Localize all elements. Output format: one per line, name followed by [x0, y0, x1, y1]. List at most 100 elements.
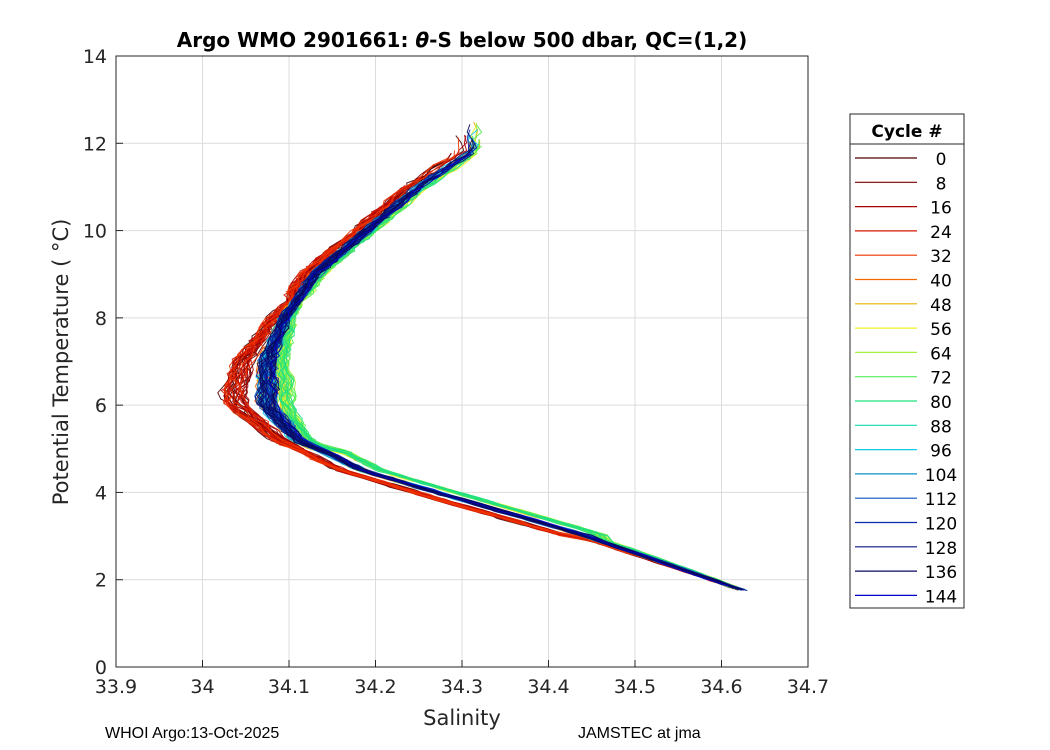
cycle-profile-line: [260, 238, 726, 586]
cycle-profile-line: [266, 146, 734, 589]
cycle-profile-line: [232, 137, 745, 591]
cycle-profile-line: [281, 203, 737, 587]
y-tick-label: 8: [95, 308, 107, 330]
cycle-profile-line: [279, 251, 726, 586]
x-tick-label: 34.1: [268, 676, 310, 698]
cycle-profile-line: [227, 183, 735, 588]
cycle-profile-line: [266, 142, 725, 586]
cycle-profile-line: [278, 220, 732, 586]
cycle-profile-line: [223, 184, 734, 590]
cycle-profile-line: [256, 238, 742, 590]
cycle-profile-line: [268, 175, 724, 586]
cycle-profile-line: [225, 193, 730, 587]
legend: Cycle # 0 8 16 24 32 40 48 56 64 72 80 88 96 104 112 12…: [849, 113, 965, 609]
cycle-profile-line: [234, 192, 734, 587]
cycle-profile-line: [226, 135, 730, 587]
cycle-profile-line: [256, 249, 738, 590]
cycle-profile-line: [254, 151, 736, 588]
cycle-profile-line: [222, 191, 732, 588]
x-tick-label: 34: [190, 676, 214, 698]
cycle-profile-line: [284, 229, 740, 591]
cycle-profile-line: [256, 174, 743, 591]
legend-label: 136: [925, 563, 957, 583]
cycle-profile-line: [280, 155, 735, 590]
legend-label: 40: [930, 272, 952, 292]
cycle-profile-line: [281, 220, 729, 588]
cycle-profile-line: [241, 135, 732, 589]
legend-label: 24: [930, 223, 952, 243]
cycle-profile-line: [258, 247, 729, 586]
legend-label: 56: [930, 320, 952, 340]
cycle-profile-line: [274, 251, 731, 586]
cycle-profile-line: [256, 195, 727, 586]
cycle-profile-line: [263, 181, 731, 588]
x-tick-label: 34.3: [441, 676, 483, 698]
cycle-profile-line: [258, 247, 734, 587]
cycle-profile-line: [254, 141, 735, 587]
cycle-profile-line: [222, 157, 734, 589]
cycle-profile-line: [259, 241, 739, 588]
cycle-profile-line: [227, 153, 729, 586]
cycle-profile-line: [232, 171, 741, 590]
axis-ticks: 33.9 34 34.1 34.2 34.3 34.4 34.5 34.6 34.7 0 2 4 6 8 1…: [83, 46, 829, 698]
legend-title: Cycle #: [871, 122, 942, 142]
cycle-profile-line: [277, 144, 747, 591]
cycle-profile-line: [257, 223, 724, 586]
legend-label: 80: [930, 393, 952, 413]
cycle-profile-line: [261, 147, 739, 589]
legend-label: 88: [930, 417, 952, 437]
cycle-profile-line: [258, 247, 745, 590]
cycle-profile-line: [262, 236, 738, 590]
legend-label: 0: [936, 150, 947, 170]
y-tick-label: 12: [83, 133, 107, 155]
x-tick-label: 34.2: [354, 676, 396, 698]
cycle-profile-line: [266, 243, 741, 589]
cycle-profile-line: [227, 218, 721, 585]
cycle-profile-line: [224, 161, 731, 589]
cycle-profile-line: [237, 248, 738, 591]
cycle-profile-line: [261, 246, 731, 588]
legend-label: 96: [930, 442, 952, 462]
legend-label: 120: [925, 515, 957, 535]
cycle-profile-line: [255, 161, 727, 585]
cycle-profile-line: [261, 143, 724, 586]
cycle-profile-line: [259, 156, 745, 590]
cycle-profile-line: [281, 169, 727, 585]
chart-title: Argo WMO 2901661: θ-S below 500 dbar, QC…: [177, 28, 747, 52]
cycle-profile-line: [277, 198, 738, 588]
cycle-profile-line: [266, 211, 727, 586]
cycle-profile-line: [241, 175, 731, 586]
profile-lines: [217, 121, 748, 592]
legend-label: 72: [930, 369, 952, 389]
cycle-profile-line: [220, 207, 726, 587]
legend-label: 8: [936, 174, 947, 194]
cycle-profile-line: [263, 153, 732, 588]
cycle-profile-line: [277, 248, 733, 589]
cycle-profile-line: [242, 201, 724, 585]
cycle-profile-line: [226, 193, 729, 587]
legend-label: 104: [925, 466, 957, 486]
cycle-profile-line: [269, 207, 722, 585]
legend-label: 32: [930, 247, 952, 267]
cycle-profile-line: [268, 242, 728, 587]
cycle-profile-line: [284, 237, 726, 586]
legend-label: 112: [925, 490, 957, 510]
y-tick-label: 4: [95, 482, 107, 504]
cycle-profile-line: [268, 224, 739, 591]
cycle-profile-line: [223, 152, 732, 588]
cycle-profile-line: [231, 168, 734, 587]
cycle-profile-line: [267, 228, 736, 588]
cycle-profile-line: [259, 214, 737, 589]
x-tick-label: 34.6: [700, 676, 742, 698]
cycle-profile-line: [281, 219, 735, 589]
cycle-profile-line: [260, 171, 739, 591]
cycle-profile-line: [273, 205, 745, 591]
cycle-profile-line: [276, 168, 741, 589]
cycle-profile-line: [277, 143, 732, 589]
cycle-profile-line: [269, 140, 729, 587]
legend-label: 128: [925, 539, 957, 559]
cycle-profile-line: [274, 212, 728, 587]
cycle-profile-line: [230, 250, 731, 587]
cycle-profile-line: [255, 243, 738, 591]
footer-credit: JAMSTEC at jma: [578, 725, 701, 742]
